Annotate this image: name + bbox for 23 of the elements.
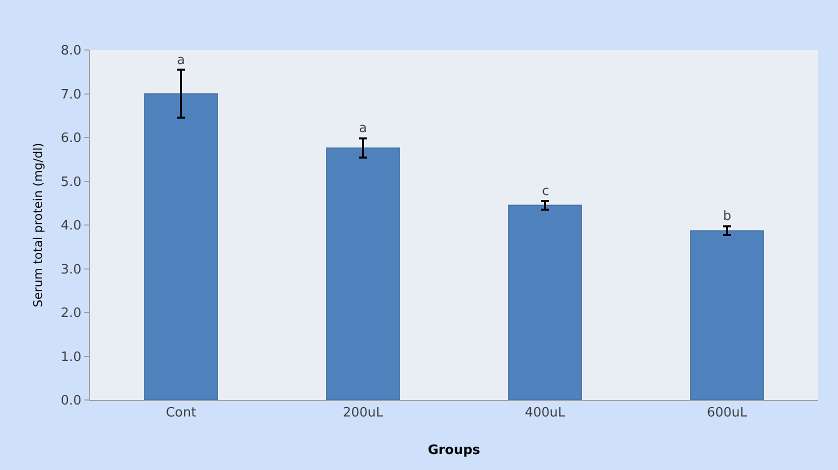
y-tick-label: 0.0	[60, 394, 82, 409]
y-tick-label: 3.0	[60, 262, 82, 278]
annotation: b	[723, 209, 732, 224]
x-tick-label: Cont	[166, 406, 196, 421]
annotation: a	[359, 121, 367, 136]
y-tick-label: 1.0	[60, 350, 82, 365]
x-tick-label: 400uL	[524, 406, 566, 421]
y-axis-title: Serum total protein (mg/dl)	[31, 142, 46, 308]
bar	[690, 230, 764, 400]
x-tick-label: 200uL	[342, 406, 384, 421]
y-tick-label: 4.0	[60, 218, 82, 234]
y-tick-label: 6.0	[60, 131, 82, 146]
bar	[508, 204, 582, 400]
bar	[144, 93, 218, 400]
annotation: c	[542, 184, 550, 199]
x-axis-title: Groups	[428, 443, 480, 458]
y-tick-label: 5.0	[60, 174, 82, 190]
annotation: a	[177, 53, 185, 68]
y-tick-label: 7.0	[60, 87, 82, 102]
y-tick-label: 8.0	[60, 44, 82, 59]
y-tick-label: 2.0	[60, 306, 82, 322]
bar	[326, 148, 400, 400]
x-tick-label: 600uL	[706, 406, 748, 421]
